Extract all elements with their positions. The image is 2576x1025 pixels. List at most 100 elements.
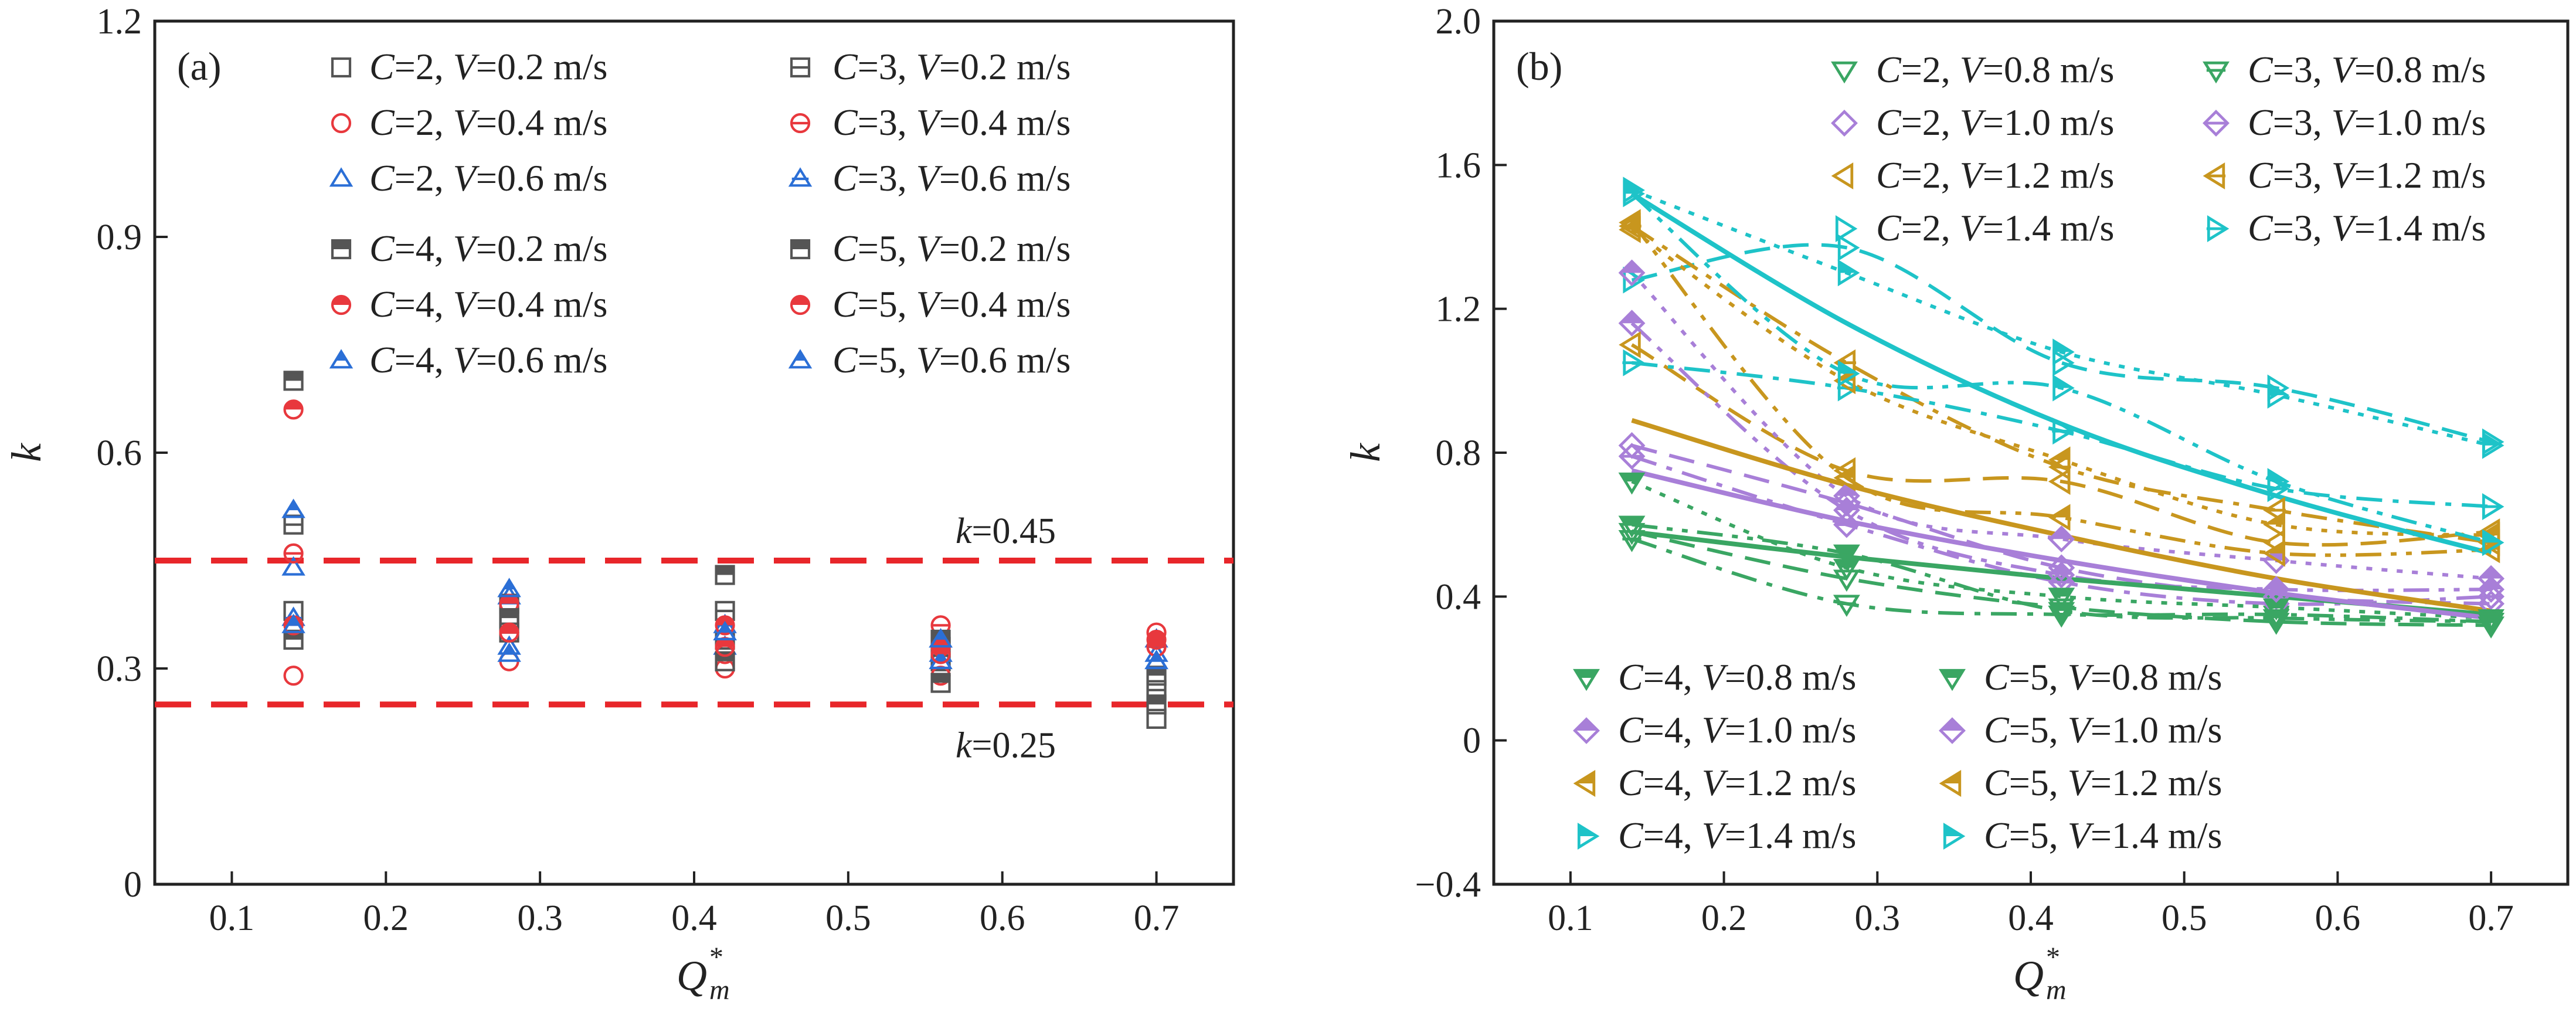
data-point bbox=[2263, 539, 2285, 567]
legend-marker bbox=[2203, 61, 2230, 84]
panel-b: 0.1 0.2 0.3 0.4 0.5 0.6 0.7 −0.4 0 0.4 0.8 1.2 1.6 2.… bbox=[1342, 2, 2570, 1006]
y-tick-label: 0 bbox=[124, 865, 142, 905]
legend-marker bbox=[2203, 162, 2226, 189]
series-line bbox=[1632, 522, 2492, 624]
legend-label: C=4, V=0.8 m/s bbox=[1618, 656, 1856, 698]
legend-label: C=4, V=0.4 m/s bbox=[369, 283, 607, 325]
y-tick-label: 1.2 bbox=[1436, 290, 1481, 330]
data-point bbox=[2267, 381, 2290, 409]
x-tick-label: 0.1 bbox=[1548, 898, 1593, 938]
x-tick-label: 0.7 bbox=[2468, 898, 2514, 938]
data-point bbox=[283, 666, 304, 686]
legend-label: C=2, V=0.6 m/s bbox=[369, 157, 607, 199]
y-tick-label: 1.6 bbox=[1436, 145, 1481, 185]
data-point bbox=[1618, 472, 1646, 495]
legend-marker bbox=[790, 294, 811, 315]
data-point bbox=[1618, 530, 1646, 552]
legend-marker bbox=[331, 239, 352, 260]
legend-marker bbox=[1573, 717, 1600, 744]
x-tick-label: 0.4 bbox=[671, 898, 717, 938]
x-tick-label: 0.3 bbox=[1855, 898, 1901, 938]
legend-marker bbox=[1939, 770, 1962, 797]
data-point bbox=[281, 613, 305, 633]
legend: C=2, V=0.2 m/s C=2, V=0.4 m/s C=2, V=0.6 m… bbox=[329, 46, 1070, 381]
data-point bbox=[2482, 529, 2504, 556]
legend-marker bbox=[790, 239, 811, 260]
data-point bbox=[1833, 511, 1860, 538]
data-point bbox=[2267, 468, 2290, 495]
y-tick-label: 1.2 bbox=[97, 2, 142, 42]
y-tick-label: 0.9 bbox=[97, 218, 142, 257]
legend-marker bbox=[790, 113, 811, 134]
legend-marker bbox=[1939, 668, 1966, 691]
legend-marker bbox=[1943, 823, 1966, 850]
data-point bbox=[1623, 180, 1645, 208]
x-tick-label: 0.7 bbox=[1134, 898, 1180, 938]
series-11 bbox=[281, 613, 1168, 670]
data-point bbox=[2481, 493, 2504, 520]
legend-label: C=2, V=1.2 m/s bbox=[1876, 154, 2114, 196]
series-13 bbox=[1618, 310, 2505, 603]
x-tick-label: 0.2 bbox=[1701, 898, 1747, 938]
x-tick-label: 0.5 bbox=[825, 898, 871, 938]
data-point bbox=[1146, 708, 1167, 729]
data-point bbox=[2048, 525, 2075, 553]
panel-label: (b) bbox=[1516, 44, 1562, 89]
data-point bbox=[2263, 497, 2286, 524]
fit-curve bbox=[1631, 468, 2492, 621]
x-axis-label-superscript: * bbox=[2046, 942, 2060, 973]
y-tick-label: 0.3 bbox=[97, 649, 142, 689]
data-point bbox=[1833, 569, 1860, 592]
series-line bbox=[1632, 243, 2492, 444]
data-point bbox=[1618, 310, 1646, 337]
legend-label: C=2, V=0.8 m/s bbox=[1876, 49, 2114, 90]
legend-label: C=5, V=1.4 m/s bbox=[1984, 814, 2222, 856]
data-point bbox=[715, 615, 735, 636]
data-point bbox=[1833, 544, 1860, 567]
series-12 bbox=[1618, 515, 2505, 635]
x-tick-label: 0.1 bbox=[209, 898, 255, 938]
x-tick-label: 0.3 bbox=[517, 898, 563, 938]
legend-marker bbox=[788, 167, 813, 187]
legend-label: C=5, V=1.0 m/s bbox=[1984, 709, 2222, 751]
data-point bbox=[2052, 338, 2075, 366]
panel-a: 0.1 0.2 0.3 0.4 0.5 0.6 0.7 0 0.3 0.6 0.9 1.2 Q m* k (a… bbox=[3, 2, 1235, 1006]
data-point bbox=[2048, 554, 2075, 582]
reference-line-label: k=0.25 bbox=[956, 725, 1056, 765]
data-point bbox=[1146, 629, 1167, 650]
plot-frame bbox=[153, 19, 1235, 886]
series-line bbox=[1631, 188, 2492, 447]
legend-marker bbox=[1573, 668, 1600, 691]
legend-marker bbox=[1939, 717, 1966, 744]
x-tick-label: 0.2 bbox=[363, 898, 409, 938]
y-tick-label: −0.4 bbox=[1415, 865, 1481, 905]
legend-marker bbox=[331, 113, 352, 134]
data-point bbox=[715, 565, 735, 585]
x-axis-label-superscript: * bbox=[709, 942, 723, 973]
x-axis-label-subscript: m bbox=[709, 975, 730, 1006]
data-point bbox=[499, 622, 519, 643]
data-point bbox=[1146, 694, 1167, 715]
x-axis-label: Q bbox=[2013, 952, 2044, 999]
legend-marker bbox=[790, 57, 811, 78]
y-axis-label: k bbox=[1342, 442, 1389, 462]
legend-label: C=5, V=0.4 m/s bbox=[832, 283, 1070, 325]
data-point bbox=[497, 578, 521, 598]
data-point bbox=[2048, 468, 2071, 495]
legend-label: C=5, V=0.6 m/s bbox=[832, 339, 1070, 381]
data-point bbox=[2052, 418, 2075, 445]
y-tick-label: 0 bbox=[1463, 721, 1481, 761]
data-point bbox=[2262, 609, 2290, 632]
legend-label: C=3, V=0.6 m/s bbox=[832, 157, 1070, 199]
x-tick-label: 0.6 bbox=[2315, 898, 2361, 938]
legend-marker bbox=[1573, 770, 1596, 797]
data-point bbox=[283, 399, 304, 420]
data-point bbox=[2048, 602, 2075, 624]
legend-marker bbox=[2203, 110, 2230, 137]
data-point bbox=[1837, 360, 1860, 388]
data-point bbox=[929, 628, 953, 648]
data-point bbox=[2262, 576, 2290, 603]
legend-label: C=2, V=0.2 m/s bbox=[369, 46, 607, 87]
data-point bbox=[2048, 588, 2075, 610]
